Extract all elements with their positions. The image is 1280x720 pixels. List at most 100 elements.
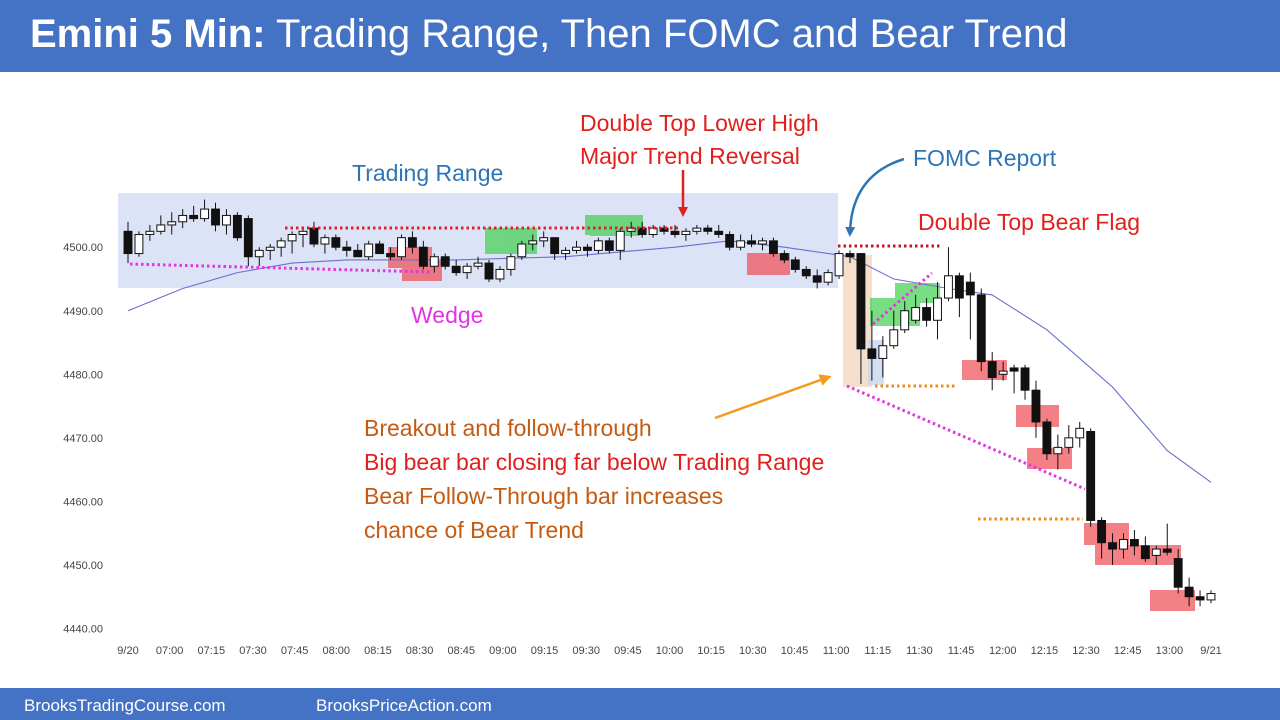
candle — [539, 231, 549, 248]
candle — [790, 256, 800, 273]
wedge-label: Wedge — [411, 302, 483, 328]
x-tick-label: 08:45 — [447, 645, 475, 657]
title-bar: Emini 5 Min: Trading Range, Then FOMC an… — [0, 0, 1280, 72]
candle — [156, 215, 166, 235]
candle — [615, 228, 625, 260]
candle — [911, 294, 921, 324]
candle — [965, 272, 975, 340]
candle — [725, 231, 735, 251]
breakout-label-line2: Big bear bar closing far below Trading R… — [364, 449, 824, 475]
bull-candle-body — [156, 224, 166, 232]
candle — [1129, 529, 1139, 556]
chart-title-rest: Trading Range, Then FOMC and Bear Trend — [275, 12, 1068, 56]
footer-link-brookstradingcourse[interactable]: BrooksTradingCourse.com — [24, 696, 226, 715]
candle — [856, 253, 866, 384]
bear-candle-body — [812, 275, 822, 283]
bear-candle-body — [659, 227, 669, 232]
bear-candle-body — [747, 240, 756, 245]
candle — [254, 247, 264, 267]
double-top-label-line2: Major Trend Reversal — [580, 143, 800, 169]
bull-candle-body — [823, 272, 833, 283]
bull-candle-body — [145, 230, 155, 235]
y-tick-label: 4440.00 — [63, 624, 103, 636]
footer-bar: BrooksTradingCourse.com BrooksPriceActio… — [0, 688, 1280, 720]
bear-candle-body — [1009, 367, 1019, 372]
x-tick-label: 10:30 — [739, 645, 767, 657]
bear-candle-body — [1020, 367, 1030, 391]
bear-candle-body — [407, 237, 417, 248]
red-box — [1084, 523, 1129, 545]
candle — [801, 266, 811, 279]
candle — [418, 240, 428, 270]
candle — [604, 237, 614, 254]
x-tick-label: 10:45 — [781, 645, 809, 657]
bull-candle-body — [593, 240, 603, 251]
bull-candle-body — [222, 214, 231, 226]
breakout-label-line4: chance of Bear Trend — [364, 517, 584, 543]
x-tick-label: 11:45 — [948, 645, 975, 657]
candle — [670, 224, 680, 238]
candle — [243, 215, 253, 267]
y-tick-label: 4480.00 — [63, 369, 103, 381]
candle — [462, 263, 472, 279]
x-tick-label: 08:30 — [406, 645, 434, 657]
footer-link-brookspriceaction[interactable]: BrooksPriceAction.com — [316, 696, 492, 715]
candle — [976, 288, 986, 372]
bull-candle-body — [1206, 593, 1216, 601]
bull-candle-body — [681, 230, 691, 235]
bear-candle-body — [1031, 389, 1041, 423]
x-tick-label: 12:30 — [1072, 645, 1100, 657]
bear-candle-body — [189, 214, 199, 220]
bear-candle-body — [1140, 545, 1150, 560]
bear-candle-body — [1195, 596, 1205, 601]
bull-candle-body — [1119, 539, 1128, 550]
x-tick-label: 09:30 — [572, 645, 600, 657]
candle — [1097, 517, 1107, 559]
bear-candle-body — [353, 249, 363, 258]
x-tick-label: 12:15 — [1031, 645, 1059, 657]
candle — [922, 298, 932, 327]
bear-candle-body — [1042, 421, 1052, 455]
candle — [1075, 421, 1085, 448]
bear-candle-body — [342, 246, 352, 251]
candle — [779, 250, 789, 264]
x-tick-label: 09:45 — [614, 645, 642, 657]
candle — [834, 250, 844, 279]
bear-candle-body — [790, 259, 800, 270]
y-tick-label: 4490.00 — [63, 306, 103, 318]
bull-candle-body — [1053, 446, 1063, 455]
bear-candle-body — [375, 243, 385, 255]
bull-candle-body — [462, 265, 472, 274]
bull-candle-body — [254, 249, 264, 258]
candle — [484, 259, 494, 283]
candle — [1053, 434, 1063, 470]
y-tick-label: 4470.00 — [63, 433, 103, 445]
chart-title: Emini 5 Min: Trading Range, Then FOMC an… — [30, 12, 1068, 57]
bull-candle-body — [517, 243, 527, 258]
bull-candle-body — [626, 227, 636, 232]
bull-candle-body — [397, 237, 406, 258]
candle — [550, 237, 560, 260]
x-tick-label: 07:00 — [156, 645, 184, 657]
bull-candle-body — [364, 243, 374, 258]
ema-line — [127, 240, 1212, 483]
bull-candle-body — [572, 246, 581, 251]
y-tick-label: 4460.00 — [63, 496, 103, 508]
candle — [998, 361, 1008, 381]
bear-candle-body — [801, 268, 811, 277]
bull-candle-body — [276, 240, 286, 248]
bull-candle-body — [889, 329, 899, 347]
candle — [648, 224, 658, 238]
candle — [845, 250, 855, 264]
bull-candle-body — [506, 256, 516, 270]
bull-candle-body — [834, 253, 844, 277]
bear-candle-body — [845, 253, 855, 258]
bear-candle-body — [867, 348, 877, 359]
bull-candle-body — [758, 240, 767, 245]
bear-candle-body — [987, 361, 997, 378]
bull-candle-body — [1064, 437, 1074, 448]
bull-candle-body — [167, 221, 177, 226]
candle — [276, 237, 286, 257]
x-tick-label: 10:15 — [697, 645, 725, 657]
bear-candle-body — [1184, 586, 1194, 598]
